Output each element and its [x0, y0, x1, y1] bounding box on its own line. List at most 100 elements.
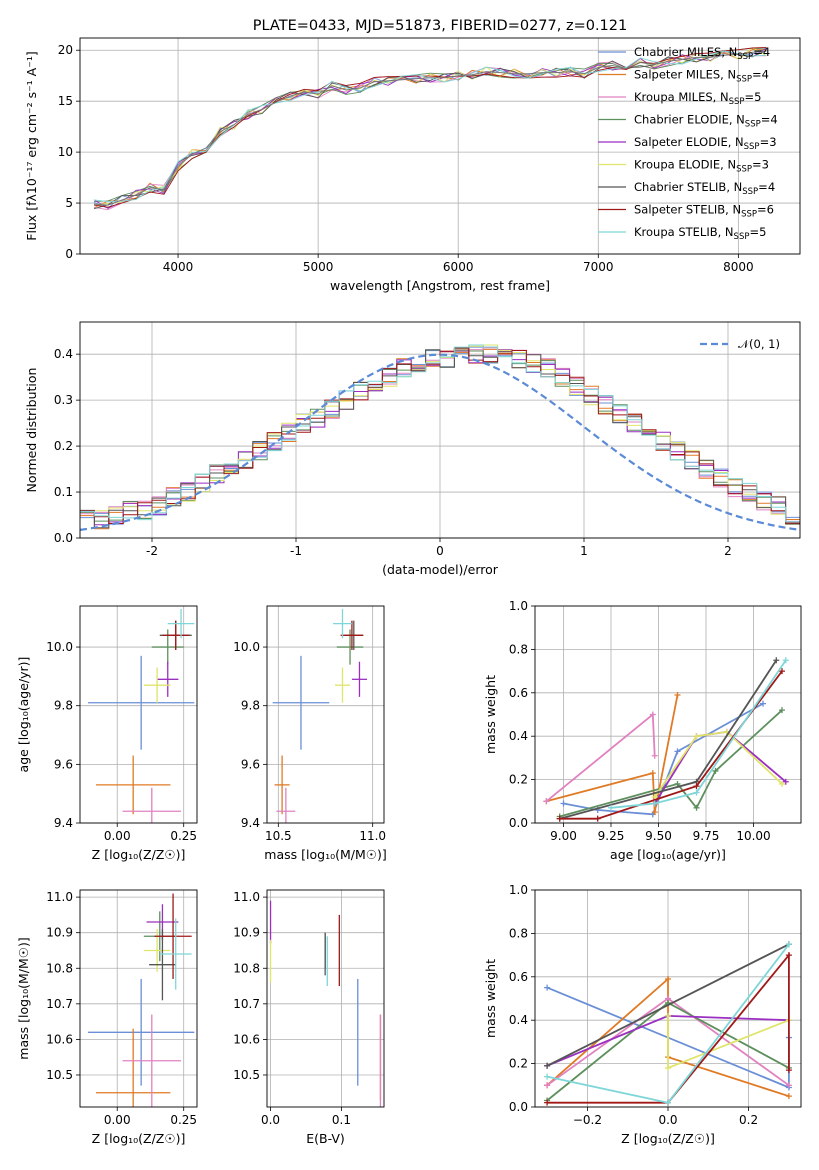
- x-tick-label: 0.2: [739, 1113, 758, 1127]
- plus-marker: [779, 780, 785, 787]
- normal-curve: [80, 353, 800, 531]
- histogram-legend: 𝒩(0, 1): [700, 337, 780, 351]
- errorbar-point: [351, 661, 368, 697]
- mass-weight-series-line: [547, 952, 790, 1104]
- spectrum-data-line: [93, 50, 767, 206]
- y-tick-label: 0.0: [54, 531, 73, 545]
- legend-name: Kroupa ELODIE: [634, 158, 720, 172]
- errorbar-point: [340, 620, 364, 650]
- legend-nssp-prefix: , N: [721, 45, 737, 59]
- plus-marker: [544, 1082, 551, 1089]
- legend-nssp: 4: [770, 113, 777, 127]
- y-tick-label: 10.8: [46, 961, 73, 975]
- axes-frame: [266, 889, 385, 1108]
- x-tick-label: 10.00: [736, 829, 770, 843]
- plot-area: [543, 657, 789, 822]
- plus-marker: [785, 952, 792, 959]
- legend-entry: Kroupa ELODIE, NSSP=3: [598, 158, 769, 175]
- age-vs-mass-panel: 10.5 11.0 9.4 9.6 9.8 10.0 mass [log₁₀(M/M☉)]: [233, 605, 387, 862]
- errorbar-point: [159, 918, 192, 990]
- plus-marker: [651, 809, 658, 816]
- x-tick-label: 4000: [163, 260, 194, 274]
- legend-label: Kroupa ELODIE, NSSP=3: [634, 158, 769, 175]
- legend-name: Kroupa STELIB: [634, 225, 718, 239]
- y-tick-label: 9.8: [241, 699, 260, 713]
- legend-eq: =: [749, 225, 759, 239]
- legend-label: Chabrier STELIB, NSSP=4: [634, 180, 775, 197]
- y-tick-label: 0.8: [509, 926, 528, 940]
- legend-eq: =: [753, 45, 763, 59]
- errorbar-point: [157, 661, 179, 697]
- x-axis-label: Z [log₁₀(Z/Z☉)]: [92, 1131, 186, 1146]
- plus-marker: [779, 668, 785, 675]
- y-axis-label: Flux [fλ10⁻¹⁷ erg cm⁻² s⁻¹ A⁻¹]: [24, 51, 39, 240]
- x-tick-label: 0: [436, 544, 444, 558]
- axes-frame: [79, 605, 198, 824]
- legend-subscript: SSP: [744, 142, 760, 152]
- x-tick-label: 2: [724, 544, 732, 558]
- legend-entry: Salpeter STELIB, NSSP=6: [598, 203, 774, 220]
- residual-histogram-panel: 𝒩(0, 1) -2 -1 0 1 2 0.0 0.1 0.2 0.3 0.4 (data-model…: [24, 321, 801, 577]
- plus-marker: [560, 800, 567, 807]
- errorbar-point: [272, 655, 330, 750]
- legend-subscript: SSP: [736, 75, 752, 85]
- y-tick-label: 10.7: [233, 997, 260, 1011]
- legend-label: Kroupa STELIB, NSSP=5: [634, 225, 766, 242]
- legend-label: Salpeter ELODIE, NSSP=3: [634, 135, 777, 152]
- y-tick-label: 9.8: [54, 699, 73, 713]
- x-tick-label: -2: [146, 544, 158, 558]
- plus-marker: [556, 815, 563, 822]
- legend-name: Chabrier ELODIE: [634, 113, 729, 127]
- plus-marker: [693, 789, 700, 796]
- spectrum-panel: 4000 5000 6000 7000 8000 0 5 10 15 20 wavelength […: [24, 37, 801, 293]
- y-tick-label: 10.9: [46, 926, 73, 940]
- legend-eq: =: [752, 68, 762, 82]
- legend-nssp: 6: [767, 203, 774, 217]
- x-tick-label: −0.2: [573, 1113, 602, 1127]
- axes-frame: [79, 889, 198, 1108]
- mass-vs-z-panel: 0.00 0.25 10.5 10.6 10.7 10.8 10.9 11.0 Z [log₁₀…: [16, 889, 198, 1146]
- plus-marker: [649, 711, 656, 718]
- legend-nssp: 3: [762, 158, 769, 172]
- x-tick-label: 7000: [583, 260, 614, 274]
- legend-entry: Chabrier STELIB, NSSP=4: [598, 180, 775, 197]
- x-tick-label: 5000: [303, 260, 334, 274]
- y-tick-label: 9.4: [54, 816, 73, 830]
- y-tick-label: 0.3: [54, 393, 73, 407]
- x-tick-label: 0.25: [170, 829, 197, 843]
- errorbar-point: [122, 1014, 182, 1107]
- y-tick-label: 0.8: [509, 642, 528, 656]
- y-tick-label: 0.6: [509, 686, 528, 700]
- y-tick-label: 0.2: [509, 1057, 528, 1071]
- y-tick-label: 10.7: [46, 997, 73, 1011]
- y-tick-label: 9.4: [241, 816, 260, 830]
- errorbar-point: [87, 655, 195, 750]
- y-tick-label: 11.0: [46, 890, 73, 904]
- legend-name: Salpeter STELIB: [634, 203, 725, 217]
- y-tick-label: 1.0: [509, 599, 528, 613]
- y-axis-label: mass [log₁₀(M/M☉)]: [16, 937, 31, 1059]
- legend-entry: Kroupa MILES, NSSP=5: [598, 90, 761, 107]
- legend-eq: =: [758, 180, 768, 194]
- mass-weight-series-line: [546, 943, 790, 1067]
- x-axis-label: (data-model)/error: [382, 562, 499, 577]
- y-tick-label: 9.6: [241, 757, 260, 771]
- legend-entry: Kroupa STELIB, NSSP=5: [598, 225, 766, 242]
- errorbar-point: [162, 620, 190, 650]
- legend-name: Chabrier STELIB: [634, 180, 726, 194]
- legend-subscript: SSP: [729, 97, 745, 107]
- age-vs-z-panel: 0.00 0.25 9.4 9.6 9.8 10.0 Z [log₁₀(Z/Z☉)] age …: [16, 605, 198, 862]
- y-tick-label: 0.4: [509, 729, 528, 743]
- plot-area: [272, 608, 368, 823]
- legend-label: 𝒩(0, 1): [738, 337, 780, 351]
- errorbar-point: [143, 929, 171, 972]
- errorbar-point: [122, 787, 182, 823]
- legend-label: Salpeter STELIB, NSSP=6: [634, 203, 774, 220]
- x-tick-label: 0.1: [332, 1113, 351, 1127]
- legend-label: Kroupa MILES, NSSP=5: [634, 90, 761, 107]
- legend-name: Salpeter MILES: [634, 68, 720, 82]
- y-tick-label: 10.5: [233, 1068, 260, 1082]
- legend-entry: Salpeter ELODIE, NSSP=3: [598, 135, 777, 152]
- legend-subscript: SSP: [745, 120, 761, 130]
